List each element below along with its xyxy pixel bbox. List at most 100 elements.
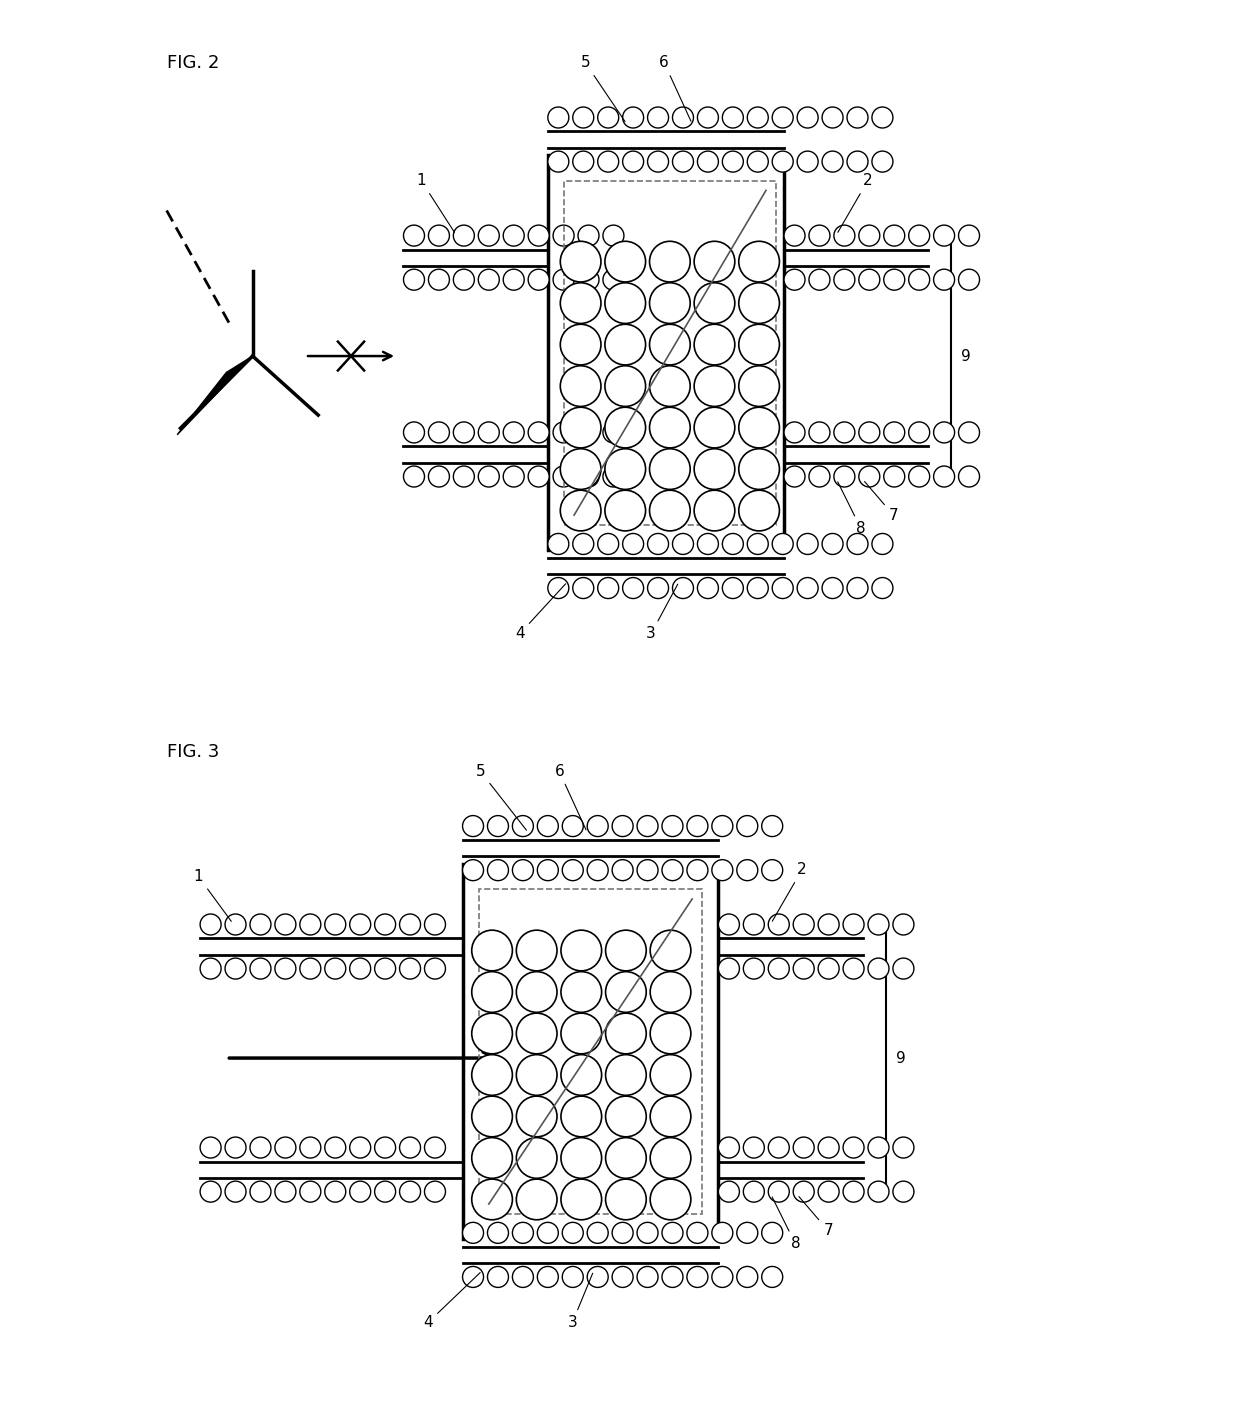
Circle shape xyxy=(672,577,693,598)
Circle shape xyxy=(739,448,780,489)
Circle shape xyxy=(769,1138,790,1159)
Circle shape xyxy=(687,1267,708,1288)
Text: 9: 9 xyxy=(961,349,971,363)
Circle shape xyxy=(718,1138,739,1159)
Text: 4: 4 xyxy=(515,584,565,642)
Circle shape xyxy=(808,467,830,488)
Circle shape xyxy=(650,1138,691,1178)
Circle shape xyxy=(605,283,646,324)
Circle shape xyxy=(399,1138,420,1159)
Circle shape xyxy=(598,577,619,598)
Circle shape xyxy=(694,283,735,324)
Circle shape xyxy=(909,226,930,247)
Circle shape xyxy=(723,106,743,127)
Circle shape xyxy=(454,467,475,488)
Circle shape xyxy=(694,366,735,406)
Circle shape xyxy=(843,1138,864,1159)
Circle shape xyxy=(687,815,708,836)
Text: 3: 3 xyxy=(568,1274,593,1330)
Circle shape xyxy=(687,1222,708,1243)
Circle shape xyxy=(808,269,830,290)
Circle shape xyxy=(650,1013,691,1054)
Circle shape xyxy=(503,269,525,290)
Circle shape xyxy=(200,913,221,934)
Circle shape xyxy=(605,366,646,406)
Circle shape xyxy=(224,1181,246,1202)
Circle shape xyxy=(761,815,782,836)
Circle shape xyxy=(808,226,830,247)
Circle shape xyxy=(429,422,449,443)
Circle shape xyxy=(697,151,718,172)
Circle shape xyxy=(424,1181,445,1202)
Circle shape xyxy=(560,408,601,448)
Text: 2: 2 xyxy=(838,174,873,233)
Circle shape xyxy=(868,1181,889,1202)
Circle shape xyxy=(463,1267,484,1288)
Circle shape xyxy=(429,226,449,247)
Circle shape xyxy=(833,226,854,247)
Circle shape xyxy=(637,1222,658,1243)
Circle shape xyxy=(712,1267,733,1288)
Circle shape xyxy=(454,269,475,290)
Circle shape xyxy=(224,913,246,934)
Circle shape xyxy=(650,1055,691,1096)
Circle shape xyxy=(868,1138,889,1159)
Circle shape xyxy=(516,972,557,1013)
Circle shape xyxy=(487,1222,508,1243)
Circle shape xyxy=(748,534,769,555)
Circle shape xyxy=(487,860,508,881)
Circle shape xyxy=(650,1096,691,1136)
Circle shape xyxy=(822,577,843,598)
Circle shape xyxy=(512,1267,533,1288)
Circle shape xyxy=(275,1181,296,1202)
Circle shape xyxy=(650,241,691,282)
Circle shape xyxy=(560,1180,601,1220)
Circle shape xyxy=(872,151,893,172)
Text: 1: 1 xyxy=(417,174,455,233)
Circle shape xyxy=(605,1138,646,1178)
Circle shape xyxy=(637,815,658,836)
Circle shape xyxy=(761,1222,782,1243)
Circle shape xyxy=(743,1138,764,1159)
Circle shape xyxy=(528,226,549,247)
Circle shape xyxy=(769,958,790,979)
Circle shape xyxy=(847,151,868,172)
Circle shape xyxy=(578,269,599,290)
Circle shape xyxy=(562,815,583,836)
Circle shape xyxy=(637,860,658,881)
Circle shape xyxy=(454,422,475,443)
Circle shape xyxy=(808,422,830,443)
Text: 7: 7 xyxy=(799,1196,833,1238)
Circle shape xyxy=(743,1181,764,1202)
Circle shape xyxy=(694,324,735,364)
Text: FIG. 2: FIG. 2 xyxy=(167,55,219,73)
Circle shape xyxy=(560,1013,601,1054)
Circle shape xyxy=(512,860,533,881)
Circle shape xyxy=(560,1138,601,1178)
Circle shape xyxy=(822,534,843,555)
Circle shape xyxy=(429,467,449,488)
Circle shape xyxy=(650,972,691,1013)
Circle shape xyxy=(739,408,780,448)
Circle shape xyxy=(516,1180,557,1220)
Circle shape xyxy=(650,408,691,448)
Circle shape xyxy=(325,958,346,979)
Circle shape xyxy=(598,106,619,127)
Text: 4: 4 xyxy=(423,1272,480,1330)
Circle shape xyxy=(893,1181,914,1202)
Circle shape xyxy=(573,534,594,555)
Circle shape xyxy=(833,467,854,488)
Circle shape xyxy=(487,815,508,836)
Bar xyxy=(479,890,702,1213)
Circle shape xyxy=(784,269,805,290)
Circle shape xyxy=(471,1096,512,1136)
Circle shape xyxy=(843,913,864,934)
Circle shape xyxy=(797,151,818,172)
Circle shape xyxy=(748,151,769,172)
Circle shape xyxy=(503,467,525,488)
Circle shape xyxy=(818,1181,839,1202)
Circle shape xyxy=(471,1055,512,1096)
Circle shape xyxy=(697,106,718,127)
Circle shape xyxy=(761,860,782,881)
Circle shape xyxy=(350,913,371,934)
